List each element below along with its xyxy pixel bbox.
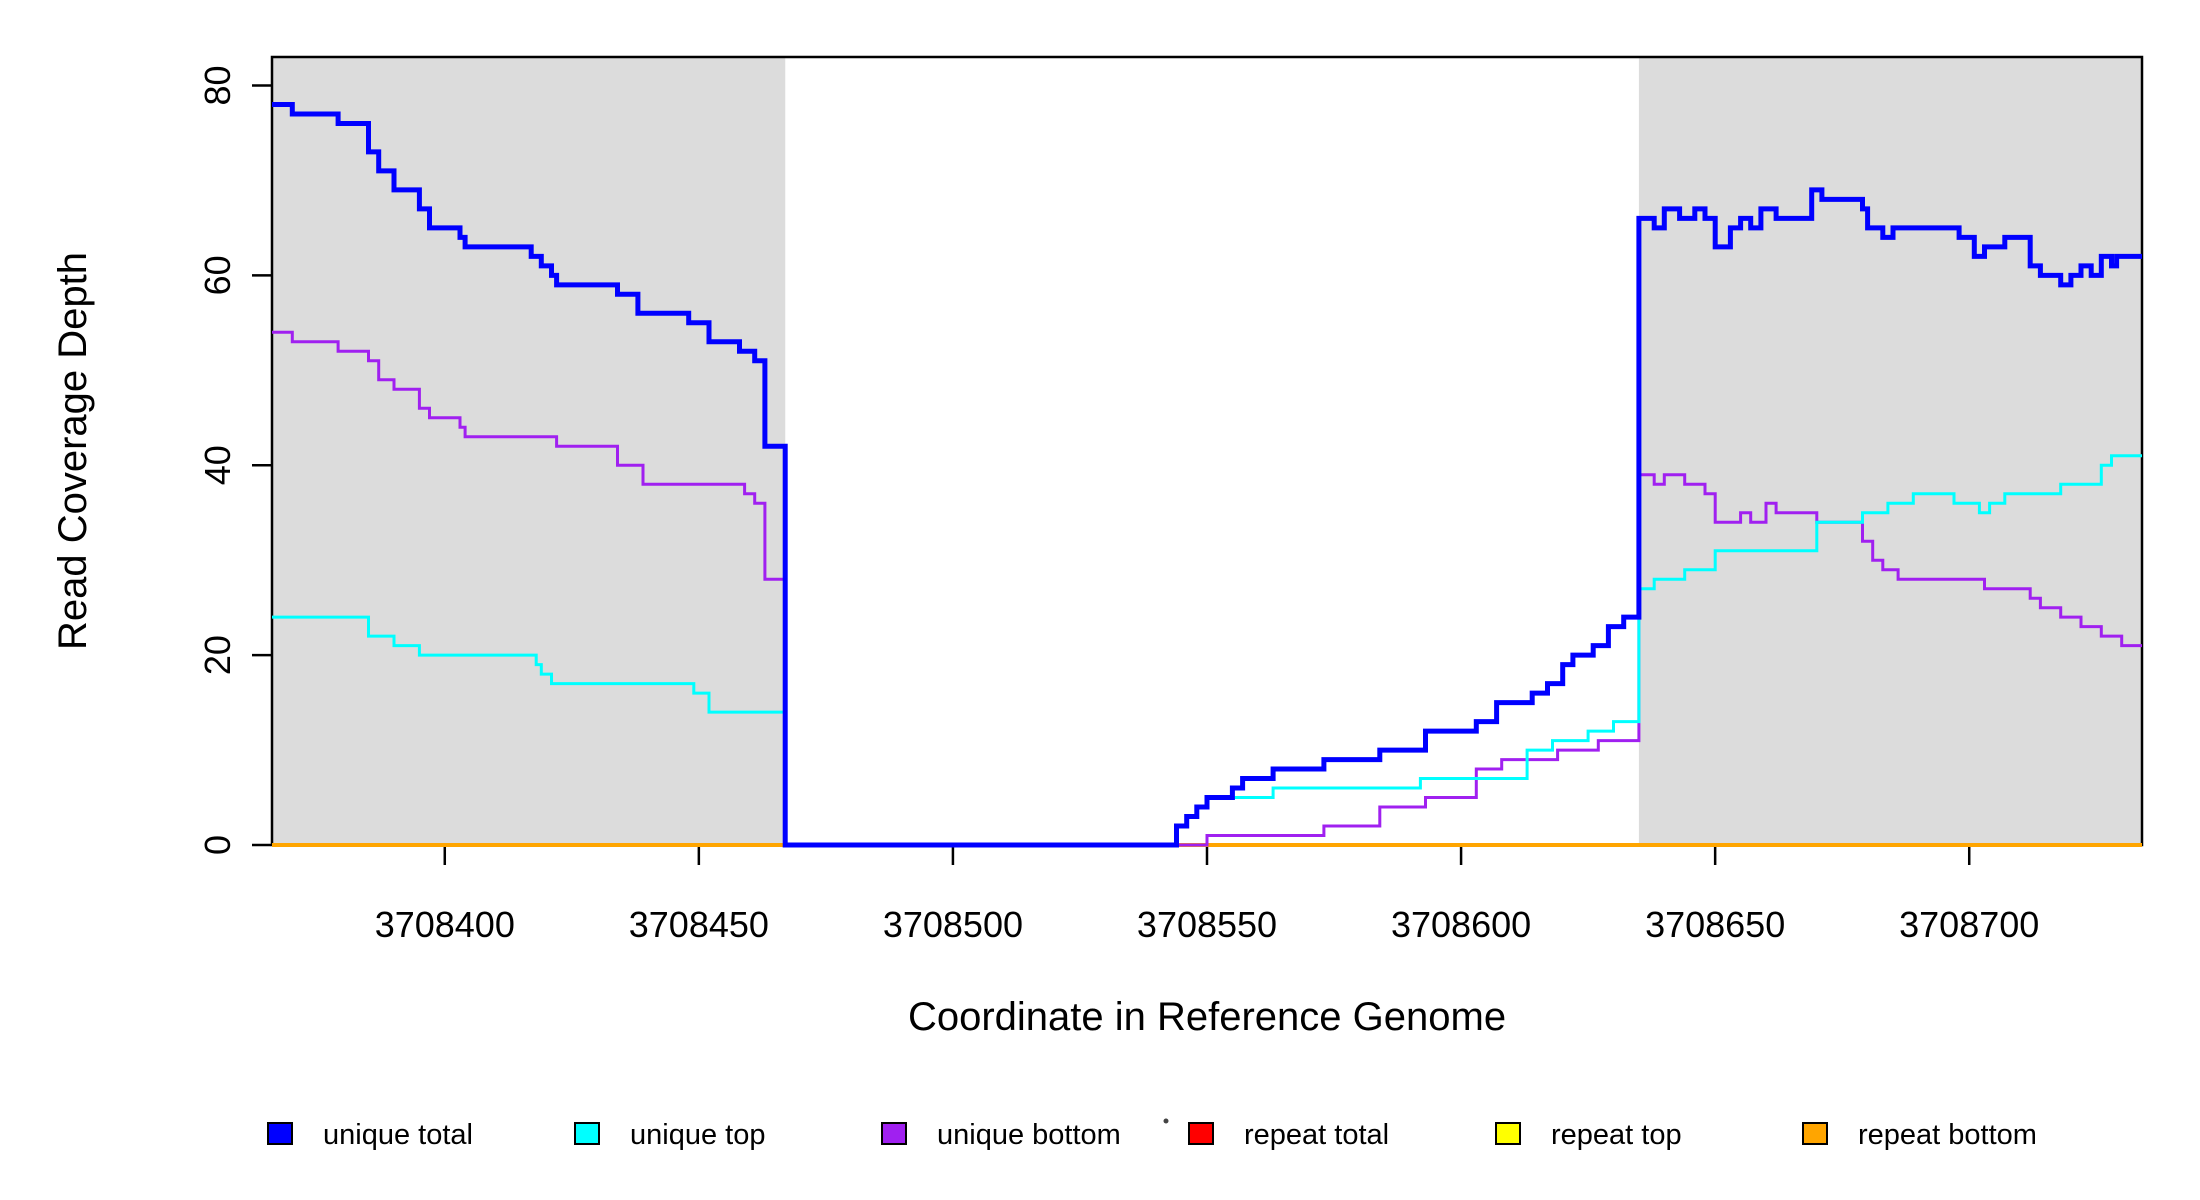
legend-item-repeat-top: repeat top <box>1495 1119 1682 1151</box>
shaded-regions-layer <box>272 57 2142 845</box>
legend: unique total unique top unique bottom repea… <box>267 1118 2037 1151</box>
y-axis-title: Read Coverage Depth <box>51 252 95 650</box>
y-axis-tick-label: 20 <box>197 635 238 675</box>
legend-item-unique-bottom: unique bottom <box>881 1119 1121 1151</box>
series-unique-total <box>272 102 2142 848</box>
x-axis-title: Coordinate in Reference Genome <box>908 995 1506 1039</box>
y-axis-tick-label: 40 <box>197 445 238 485</box>
x-axis-tick-label: 3708500 <box>883 904 1023 945</box>
x-axis-tick-label: 3708550 <box>1137 904 1277 945</box>
legend-label-repeat-bottom: repeat bottom <box>1858 1119 2037 1151</box>
series-layer <box>272 102 2142 848</box>
y-axis-tick-label: 60 <box>197 255 238 295</box>
y-axis-tick-label: 80 <box>197 65 238 105</box>
legend-item-unique-top: unique top <box>574 1119 765 1151</box>
right-gray-region <box>1638 57 2142 845</box>
legend-stray-dot <box>1163 1118 1169 1124</box>
legend-swatch-repeat-bottom <box>1802 1122 1828 1145</box>
series-unique-bottom <box>272 330 2142 847</box>
legend-swatch-unique-top <box>574 1122 600 1145</box>
legend-label-unique-total: unique total <box>323 1119 473 1151</box>
left-gray-region <box>272 57 786 845</box>
series-unique-top <box>272 454 2142 847</box>
legend-swatch-repeat-total <box>1188 1122 1214 1145</box>
legend-item-repeat-total: repeat total <box>1188 1119 1389 1151</box>
x-axis-tick-label: 3708400 <box>375 904 515 945</box>
x-axis-tick-label: 3708600 <box>1391 904 1531 945</box>
legend-item-repeat-bottom: repeat bottom <box>1802 1119 2037 1151</box>
x-axis-tick-label: 3708450 <box>629 904 769 945</box>
y-axis-tick-label: 0 <box>197 835 238 855</box>
x-axis-tick-label: 3708650 <box>1645 904 1785 945</box>
legend-label-repeat-top: repeat top <box>1551 1119 1682 1151</box>
legend-swatch-unique-bottom <box>881 1122 907 1145</box>
legend-swatch-unique-total <box>267 1122 293 1145</box>
legend-label-unique-bottom: unique bottom <box>937 1119 1121 1151</box>
x-axis-tick-label: 3708700 <box>1899 904 2039 945</box>
legend-label-repeat-total: repeat total <box>1244 1119 1389 1151</box>
legend-label-unique-top: unique top <box>630 1119 765 1151</box>
axes-layer: 3708400 3708450 3708500 3708550 3708600 37086… <box>197 65 2039 945</box>
legend-swatch-repeat-top <box>1495 1122 1521 1145</box>
legend-item-unique-total: unique total <box>267 1119 473 1151</box>
